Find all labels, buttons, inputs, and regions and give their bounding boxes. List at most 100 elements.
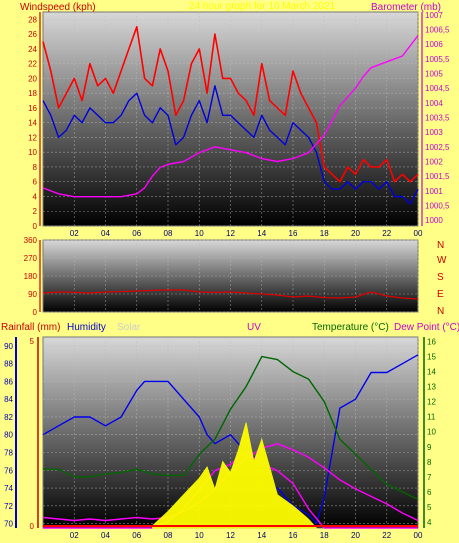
windspeed-axis-label: Windspeed (kph) [20,2,96,13]
uv-label: UV [247,322,261,333]
humidity-ytick-86: 86 [4,377,13,386]
baro-ytick-3: 1001,5 [425,172,450,181]
wind-ytick-6: 6 [33,178,38,187]
wind-series-average [42,85,419,205]
baro-ytick-8: 1004 [425,99,443,108]
baro-ytick-5: 1002,5 [425,143,450,152]
baro-ytick-2: 1001 [425,187,443,196]
wind-xtick-10: 10 [195,229,204,238]
direction-ytick-360: 360 [24,236,38,245]
wind-xtick-08: 08 [164,229,173,238]
wind-series-pressure [42,35,419,198]
wind-xtick-04: 04 [101,229,110,238]
baro-ytick-12: 1006 [425,40,443,49]
wind-xtick-12: 12 [226,229,235,238]
baro-ytick-0: 1000 [425,216,443,225]
wind-ytick-16: 16 [28,104,37,113]
temp-ytick-14: 14 [427,368,436,377]
humidity-ytick-72: 72 [4,502,13,511]
wind-ytick-2: 2 [33,207,38,216]
wind-xtick-02: 02 [70,229,79,238]
wind-xtick-06: 06 [132,229,141,238]
climate-xtick-14: 14 [257,531,266,540]
rain-ytick-5: 5 [30,337,35,346]
direction-label-n-bottom: N [437,306,444,317]
temp-ytick-8: 8 [427,458,432,467]
wind-ytick-0: 0 [33,222,38,231]
baro-ytick-11: 1005,5 [425,55,450,64]
direction-ytick-180: 180 [24,272,38,281]
climate-xtick-00: 00 [414,531,423,540]
wind-ytick-4: 4 [33,192,38,201]
baro-ytick-7: 1003,5 [425,114,450,123]
temp-ytick-15: 15 [427,353,436,362]
temp-ytick-7: 7 [427,473,432,482]
humidity-ytick-78: 78 [4,448,13,457]
dewpoint-label: Dew Point (°C) [394,322,459,333]
climate-series-solar [152,422,318,529]
climate-series-temperature [43,355,419,501]
wind-xtick-20: 20 [351,229,360,238]
wind-ytick-10: 10 [28,148,37,157]
humidity-ytick-76: 76 [4,466,13,475]
wind-xtick-18: 18 [320,229,329,238]
wind-plot-area [43,12,418,226]
wind-ytick-28: 28 [28,15,37,24]
wind-xtick-16: 16 [289,229,298,238]
baro-ytick-6: 1003 [425,128,443,137]
direction-label-s: S [437,272,444,283]
baro-ytick-14: 1007 [425,11,443,20]
wind-ytick-8: 8 [33,163,38,172]
temp-ytick-11: 11 [427,413,436,422]
temp-ytick-13: 13 [427,383,436,392]
direction-label-n-top: N [437,240,444,251]
climate-xtick-12: 12 [226,531,235,540]
humidity-ytick-82: 82 [4,413,13,422]
climate-xtick-20: 20 [351,531,360,540]
wind-ytick-20: 20 [28,74,37,83]
wind-ytick-14: 14 [28,119,37,128]
direction-ytick-270: 270 [24,254,38,263]
climate-xtick-06: 06 [132,531,141,540]
direction-label-e: E [437,289,444,300]
climate-xtick-22: 22 [382,531,391,540]
baro-ytick-13: 1006,5 [425,26,450,35]
wind-ytick-26: 26 [28,30,37,39]
wind-xtick-00: 00 [414,229,423,238]
climate-xtick-16: 16 [289,531,298,540]
wind-series-gust [42,26,419,183]
baro-ytick-1: 1000,5 [425,201,450,210]
solar-label: Solar [117,322,141,333]
barometer-axis-label: Barometer (mb) [371,2,441,13]
baro-ytick-9: 1004,5 [425,84,450,93]
temp-ytick-4: 4 [427,518,432,527]
baro-ytick-10: 1005 [425,70,443,79]
humidity-ytick-88: 88 [4,360,13,369]
temp-ytick-10: 10 [427,428,436,437]
climate-xtick-02: 02 [70,531,79,540]
temp-ytick-9: 9 [427,443,432,452]
humidity-ytick-70: 70 [4,520,13,529]
wind-xtick-22: 22 [382,229,391,238]
climate-xtick-10: 10 [195,531,204,540]
humidity-ytick-84: 84 [4,395,13,404]
humidity-ytick-90: 90 [4,342,13,351]
temp-ytick-12: 12 [427,398,436,407]
direction-ytick-90: 90 [28,290,37,299]
climate-series-humidity [42,354,419,525]
direction-ytick-0: 0 [33,308,38,317]
direction-series-direction [42,289,419,300]
rainfall-axis-label: Rainfall (mm) [1,322,60,333]
wind-xtick-14: 14 [257,229,266,238]
wind-ytick-24: 24 [28,45,37,54]
temp-ytick-5: 5 [427,503,432,512]
temp-ytick-6: 6 [427,488,432,497]
climate-xtick-18: 18 [320,531,329,540]
temperature-label: Temperature (°C) [312,322,389,333]
temp-ytick-16: 16 [427,338,436,347]
humidity-label: Humidity [67,322,106,333]
wind-ytick-18: 18 [28,89,37,98]
wind-ytick-12: 12 [28,133,37,142]
climate-xtick-08: 08 [164,531,173,540]
